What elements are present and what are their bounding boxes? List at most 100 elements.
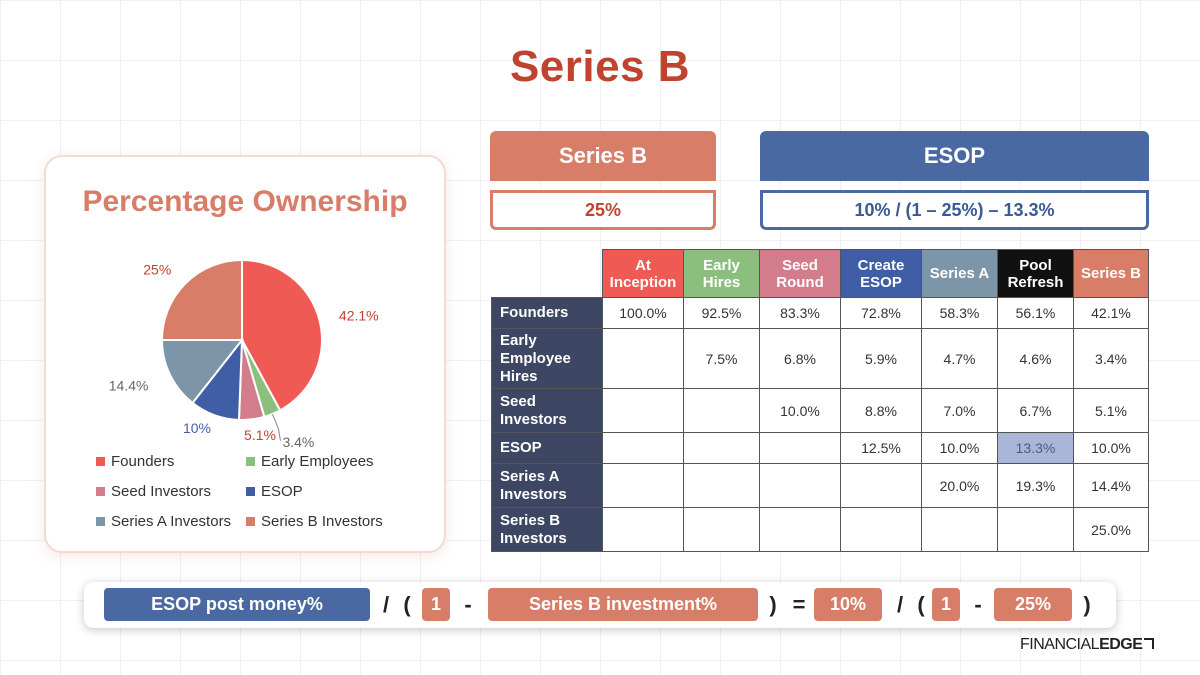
legend-swatch xyxy=(246,456,255,466)
close-paren: ) xyxy=(769,591,777,617)
legend-swatch xyxy=(96,516,105,526)
row-header: Series A Investors xyxy=(491,463,603,508)
chart-title: Percentage Ownership xyxy=(82,185,408,218)
table-cell: 56.1% xyxy=(997,297,1074,329)
ownership-card: Percentage Ownership 42.1% 3.4% 5.1% 10% 14.… xyxy=(44,155,446,553)
table-cell xyxy=(683,507,760,552)
brand-light: FINANCIAL xyxy=(1020,636,1100,653)
table-cell xyxy=(683,388,760,433)
table-cell: 14.4% xyxy=(1073,463,1149,508)
legend-swatch xyxy=(96,486,105,496)
table-cell: 6.8% xyxy=(759,328,841,389)
minus-operator: - xyxy=(464,591,472,617)
table-cell: 25.0% xyxy=(1073,507,1149,552)
series-b-header: Series B xyxy=(490,131,716,181)
pie-slice xyxy=(160,339,245,405)
table-cell: 13.3% xyxy=(997,432,1074,464)
equals-operator: = xyxy=(792,591,806,617)
table-cell: 10.0% xyxy=(759,388,841,433)
table-cell xyxy=(602,432,684,464)
table-cell: 19.3% xyxy=(997,463,1074,508)
esop-value-pill: 10% xyxy=(814,588,882,621)
table-cell xyxy=(602,463,684,508)
divide-operator: / xyxy=(896,591,904,617)
esop-value: 10% / (1 – 25%) – 13.3% xyxy=(760,190,1149,230)
table-cell xyxy=(759,463,841,508)
data-label: 5.1% xyxy=(244,427,276,443)
table-cell xyxy=(602,507,684,552)
esop-post-money-pill: ESOP post money% xyxy=(104,588,370,621)
data-label: 3.4% xyxy=(282,434,314,450)
table-cell: 7.5% xyxy=(683,328,760,389)
table-row: Series A Investors 20.0% 19.3% 14.4% xyxy=(491,463,1149,508)
legend-item: Founders xyxy=(96,452,246,470)
table-cell xyxy=(921,507,998,552)
table-row: ESOP 12.5% 10.0% 13.3% 10.0% xyxy=(491,432,1149,464)
legend-item: Series A Investors xyxy=(96,512,246,530)
table-cell: 83.3% xyxy=(759,297,841,329)
minus-operator: - xyxy=(974,591,982,617)
series-b-value-pill: 25% xyxy=(994,588,1072,621)
legend-label: ESOP xyxy=(261,482,303,500)
pie-slice xyxy=(241,258,323,412)
open-paren: ( xyxy=(917,591,925,617)
brand-corner-icon xyxy=(1144,638,1155,649)
cap-table: At Inception Early Hires Seed Round Create … xyxy=(491,249,1149,552)
table-cell: 58.3% xyxy=(921,297,998,329)
pie-slice xyxy=(160,258,243,341)
column-header: Series A xyxy=(921,249,998,298)
table-cell: 20.0% xyxy=(921,463,998,508)
table-cell: 42.1% xyxy=(1073,297,1149,329)
esop-header: ESOP xyxy=(760,131,1149,181)
one-pill: 1 xyxy=(932,588,960,621)
legend-item: ESOP xyxy=(246,482,426,500)
table-row: Founders 100.0% 92.5% 83.3% 72.8% 58.3% 56.1% 4… xyxy=(491,297,1149,329)
legend-label: Seed Investors xyxy=(111,482,212,500)
column-header: Series B xyxy=(1073,249,1149,298)
page-title: Series B xyxy=(509,42,691,91)
table-cell: 7.0% xyxy=(921,388,998,433)
table-cell: 100.0% xyxy=(602,297,684,329)
legend-label: Early Employees xyxy=(261,452,374,470)
legend-item: Series B Investors xyxy=(246,512,426,530)
legend-label: Founders xyxy=(111,452,175,470)
table-cell: 8.8% xyxy=(840,388,922,433)
table-cell xyxy=(602,328,684,389)
label-leader-line xyxy=(271,413,281,441)
legend-item: Seed Investors xyxy=(96,482,246,500)
table-cell xyxy=(683,463,760,508)
legend-label: Series A Investors xyxy=(111,512,232,530)
table-cell: 10.0% xyxy=(1073,432,1149,464)
data-label: 25% xyxy=(143,261,171,277)
table-cell: 5.9% xyxy=(840,328,922,389)
table-cell xyxy=(997,507,1074,552)
table-cell xyxy=(759,507,841,552)
legend-swatch xyxy=(246,486,255,496)
table-cell: 4.7% xyxy=(921,328,998,389)
row-header: Founders xyxy=(491,297,603,329)
table-cell: 3.4% xyxy=(1073,328,1149,389)
table-cell: 10.0% xyxy=(921,432,998,464)
column-header: Early Hires xyxy=(683,249,760,298)
chart-legend: Founders Early Employees Seed Investors ESO… xyxy=(96,452,426,530)
data-label: 42.1% xyxy=(339,307,379,323)
formula-bar: ESOP post money% / ( 1 - Series B invest… xyxy=(84,582,1116,628)
pie-chart: 42.1% 3.4% 5.1% 10% 14.4% 25% xyxy=(109,258,379,450)
table-cell: 5.1% xyxy=(1073,388,1149,433)
column-header: Create ESOP xyxy=(840,249,922,298)
table-cell xyxy=(759,432,841,464)
financial-edge-logo: FINANCIALEDGE xyxy=(1020,636,1155,660)
series-b-investment-pill: Series B investment% xyxy=(488,588,758,621)
one-pill: 1 xyxy=(422,588,450,621)
row-header: Series B Investors xyxy=(491,507,603,552)
table-cell xyxy=(683,432,760,464)
series-b-value: 25% xyxy=(490,190,716,230)
data-label: 10% xyxy=(183,420,211,436)
row-header: Early Employee Hires xyxy=(491,328,603,389)
row-header: Seed Investors xyxy=(491,388,603,433)
column-header: Pool Refresh xyxy=(997,249,1074,298)
column-header: Seed Round xyxy=(759,249,841,298)
column-header: At Inception xyxy=(602,249,684,298)
table-cell xyxy=(840,463,922,508)
data-label: 14.4% xyxy=(109,377,149,393)
